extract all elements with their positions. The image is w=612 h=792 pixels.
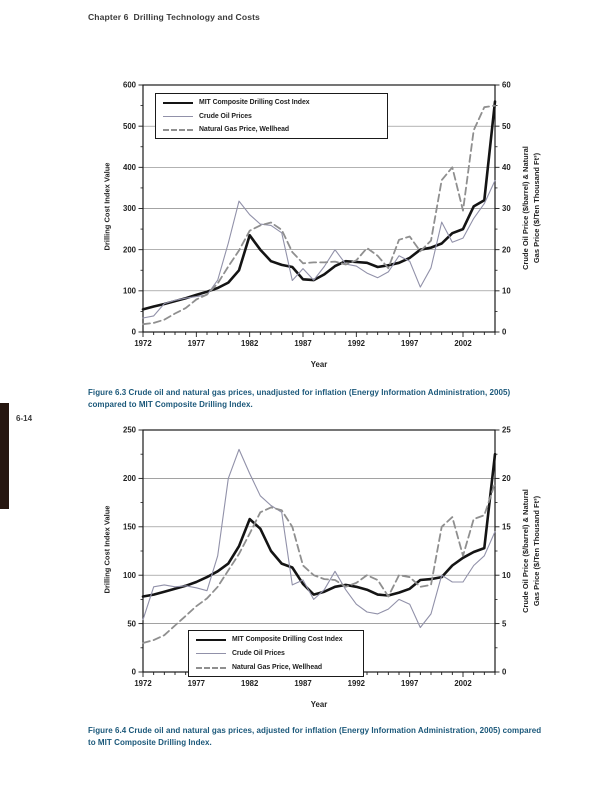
x-tick-label: 2002 [454,679,472,688]
y-left-tick-label: 0 [132,328,137,337]
y-right-tick-label: 25 [502,426,511,435]
legend-label: MIT Composite Drilling Cost Index [199,99,310,106]
figure-6-3-chart: 1972 1977 1982 1987 1992 1997 2002 0 100 200 300 40… [85,75,560,375]
x-tick-label: 1997 [401,339,418,348]
x-axis-label: Year [310,700,328,709]
y-left-tick-label: 200 [123,245,137,254]
y-axis-label-left: Drilling Cost Index Value [102,162,112,251]
y-left-tick-label: 0 [132,668,137,677]
y-left-tick-label: 100 [123,287,137,296]
x-tick-label: 1977 [188,339,205,348]
y-right-tick-label: 50 [502,122,511,131]
y-right-tick-label: 60 [502,81,511,90]
natural-gas-line-sample [196,666,226,669]
y-right-tick-label: 15 [502,523,511,532]
figure-6-4-plot: 1972 1977 1982 1987 1992 1997 2002050100150200… [123,426,511,688]
y-axis-label-right: Crude Oil Price ($/barrel) & Natural Gas… [520,83,542,333]
y-axis-label-left: Drilling Cost Index Value [102,505,112,594]
series-line-2 [142,104,496,326]
y-right-tick-label: 0 [502,328,507,337]
legend-item-crude-oil: Crude Oil Prices [163,113,380,120]
x-tick-label: 1972 [134,339,152,348]
section-edge-bar [0,403,9,509]
y-right-tick-label: 30 [502,204,511,213]
series-line-0 [141,452,497,598]
page-number: 6-14 [16,414,33,423]
figure-6-4-caption: Figure 6.4 Crude oil and natural gas pri… [88,726,542,748]
legend-label: MIT Composite Drilling Cost Index [232,636,343,643]
figure-6-3-plot: 1972 1977 1982 1987 1992 1997 2002010020030040… [123,81,511,348]
crude-oil-line-sample [163,115,193,117]
x-tick-label: 2002 [454,339,472,348]
y-right-tick-label: 10 [502,571,511,580]
legend-item-crude-oil: Crude Oil Prices [196,650,356,657]
legend-label: Natural Gas Price, Wellhead [199,126,290,133]
x-tick-label: 1977 [188,679,205,688]
legend-label: Crude Oil Prices [199,112,252,120]
mit-index-line-sample [196,638,226,641]
series-line-1 [142,448,496,629]
x-tick-label: 1997 [401,679,418,688]
y-axis-label-right-line1: Crude Oil Price ($/barrel) & Natural [521,146,530,270]
legend: MIT Composite Drilling Cost Index Crude … [188,630,364,677]
x-tick-label: 1972 [134,679,152,688]
series-line-1 [142,179,496,319]
legend-item-mit-index: MIT Composite Drilling Cost Index [196,636,356,643]
legend-item-natural-gas: Natural Gas Price, Wellhead [196,664,356,671]
y-left-tick-label: 400 [123,163,137,172]
x-tick-label: 1992 [348,679,366,688]
x-tick-label: 1987 [294,679,311,688]
y-right-tick-label: 10 [502,287,511,296]
x-axis-label: Year [310,360,328,369]
y-right-tick-label: 5 [502,619,507,628]
natural-gas-line-sample [163,128,193,131]
y-right-tick-label: 0 [502,668,507,677]
crude-oil-line-sample [196,653,226,654]
y-axis-label-right-line1: Crude Oil Price ($/barrel) & Natural [521,489,530,613]
y-left-tick-label: 300 [123,204,137,213]
y-axis-label-right-line2: Gas Price ($/Ten Thousand Ft³) [532,495,541,607]
y-left-tick-label: 100 [123,571,137,580]
x-tick-label: 1982 [241,679,259,688]
legend-label: Crude Oil Prices [232,650,285,657]
y-left-tick-label: 600 [123,81,137,90]
y-left-tick-label: 200 [123,474,137,483]
y-right-tick-label: 40 [502,163,511,172]
y-left-tick-label: 50 [127,619,136,628]
chapter-header: Chapter 6 Drilling Technology and Costs [88,12,260,22]
y-left-tick-label: 250 [123,426,137,435]
y-right-tick-label: 20 [502,245,511,254]
x-tick-label: 1987 [294,339,311,348]
legend: MIT Composite Drilling Cost Index Crude … [155,93,388,139]
x-tick-label: 1992 [348,339,366,348]
mit-index-line-sample [163,101,193,104]
figure-6-4-chart: 1972 1977 1982 1987 1992 1997 2002 0 50 100 150 200… [85,420,560,720]
y-axis-label-right: Crude Oil Price ($/barrel) & Natural Gas… [520,426,542,676]
y-right-tick-label: 20 [502,474,511,483]
figure-6-3-caption: Figure 6.3 Crude oil and natural gas pri… [88,388,511,410]
x-tick-label: 1982 [241,339,259,348]
legend-item-natural-gas: Natural Gas Price, Wellhead [163,126,380,133]
y-left-tick-label: 150 [123,523,137,532]
series-line-2 [142,482,496,644]
legend-item-mit-index: MIT Composite Drilling Cost Index [163,99,380,106]
legend-label: Natural Gas Price, Wellhead [232,664,323,671]
y-axis-label-right-line2: Gas Price ($/Ten Thousand Ft³) [532,152,541,264]
y-left-tick-label: 500 [123,122,137,131]
